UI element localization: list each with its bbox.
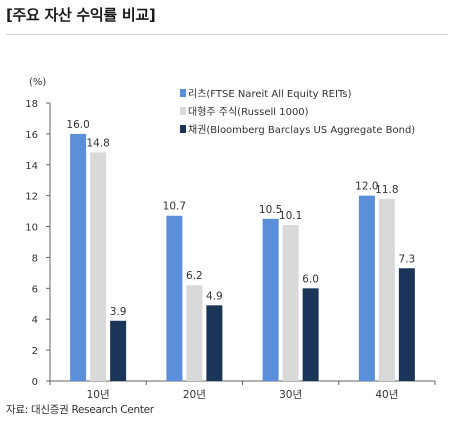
bar-10년-series-1 <box>70 133 87 381</box>
legend-label-1: 리츠(FTSE Nareit All Equity REITs) <box>188 88 352 100</box>
source-note: 자료: 대신증권 Research Center <box>6 404 154 416</box>
data-label: 4.9 <box>206 290 223 302</box>
legend-swatch-3 <box>180 125 186 133</box>
bar-40년-series-1 <box>358 195 375 381</box>
y-tick-label: 0 <box>32 377 38 388</box>
y-tick-label: 6 <box>32 284 38 295</box>
data-label: 10.7 <box>163 201 186 213</box>
bar-20년-series-2 <box>186 285 203 381</box>
y-tick-label: 2 <box>32 346 38 357</box>
y-tick-label: 8 <box>32 253 38 264</box>
legend-swatch-1 <box>180 89 186 97</box>
x-tick-label: 40년 <box>375 389 398 401</box>
data-label: 6.0 <box>302 273 319 285</box>
data-label: 16.0 <box>66 119 89 131</box>
data-label: 7.3 <box>399 253 416 265</box>
y-axis-unit-label: (%) <box>29 77 46 88</box>
legend-swatch-2 <box>180 107 186 115</box>
data-label: 14.8 <box>86 137 109 149</box>
y-tick-label: 10 <box>25 223 38 234</box>
bar-40년-series-2 <box>378 198 395 381</box>
x-tick-label: 20년 <box>183 389 206 401</box>
data-label: 6.2 <box>186 270 203 282</box>
bar-30년-series-3 <box>302 288 319 381</box>
bar-30년-series-2 <box>282 225 299 381</box>
y-tick-label: 12 <box>25 192 38 203</box>
x-tick-label: 10년 <box>87 389 110 401</box>
page-title: [주요 자산 수익률 비교] <box>6 6 156 24</box>
y-tick-label: 4 <box>32 315 38 326</box>
bar-10년-series-3 <box>110 320 127 381</box>
data-label: 10.5 <box>259 204 282 216</box>
x-tick-label: 30년 <box>279 389 302 401</box>
y-tick-label: 16 <box>25 130 38 141</box>
legend-label-2: 대형주 주식(Russell 1000) <box>188 106 309 118</box>
data-label: 3.9 <box>110 306 127 318</box>
bar-20년-series-1 <box>166 215 183 381</box>
y-tick-label: 18 <box>25 99 38 110</box>
bar-30년-series-1 <box>262 218 279 381</box>
bar-40년-series-3 <box>398 268 415 381</box>
bar-20년-series-3 <box>206 305 223 381</box>
y-tick-label: 14 <box>25 161 38 172</box>
data-label: 12.0 <box>355 181 378 193</box>
title-divider <box>6 34 448 35</box>
data-label: 10.1 <box>279 210 302 222</box>
bar-10년-series-2 <box>90 152 107 381</box>
legend-label-3: 채권(Bloomberg Barclays US Aggregate Bond) <box>188 124 415 136</box>
data-label: 11.8 <box>375 184 398 196</box>
